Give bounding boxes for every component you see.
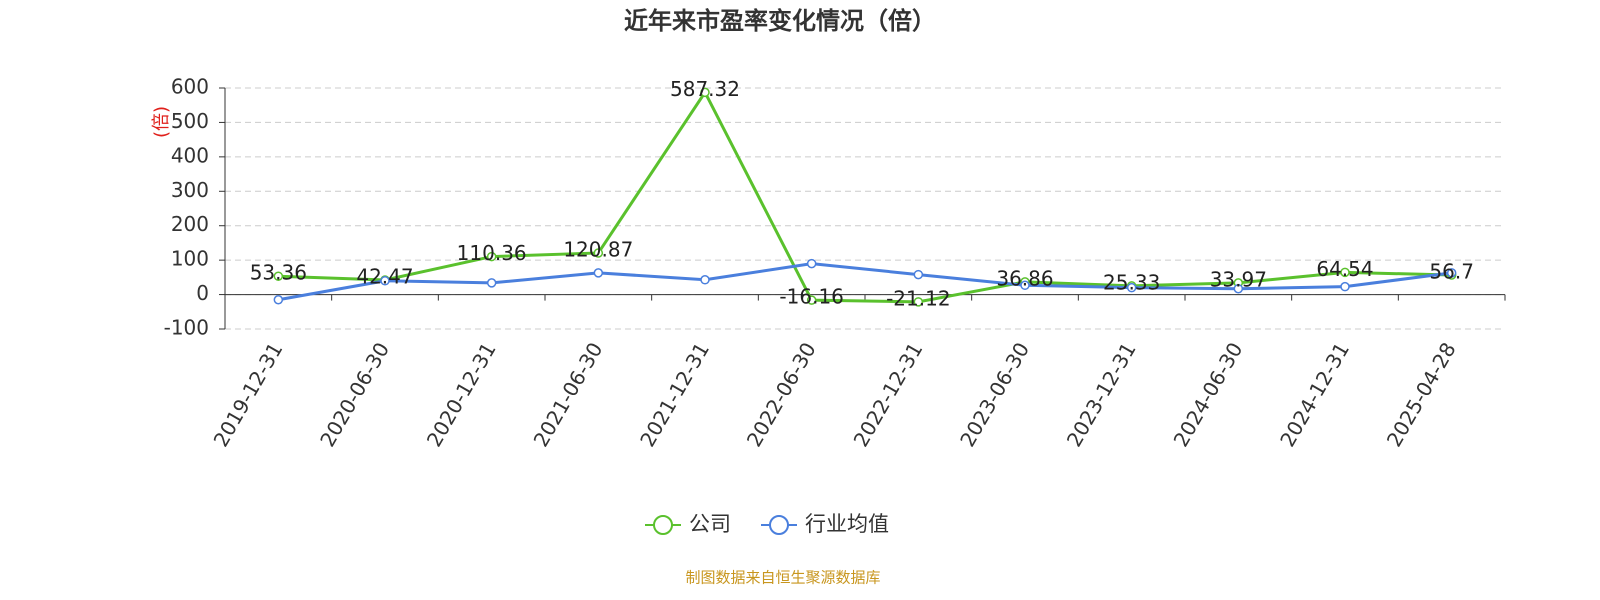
data-label: 53.36 [250,261,307,285]
legend-marker [653,515,673,535]
data-label: 120.87 [563,237,633,261]
series-line [278,262,1452,302]
y-tick-label: 600 [171,75,209,99]
data-point [700,275,710,285]
data-point [806,295,817,305]
data-point [806,258,817,269]
data-label: -16.16 [779,285,843,309]
data-point [913,269,924,280]
data-point [593,268,604,278]
data-point [486,251,497,262]
series-line [278,89,1452,304]
data-label: 25.33 [1103,270,1160,294]
x-tick-label: 2023-12-31 [1062,338,1141,451]
data-point [913,297,924,307]
data-label: 42.47 [356,264,413,288]
x-tick-label: 2021-12-31 [635,338,714,451]
x-tick-label: 2022-12-31 [849,338,928,451]
y-tick-label: 300 [171,178,209,202]
data-point [700,87,710,98]
y-axis-label: (倍) [151,106,172,138]
data-point [273,271,284,281]
y-tick-label: 100 [171,247,209,271]
y-tick-label: 500 [171,109,209,133]
y-tick-label: 200 [171,212,209,236]
legend-marker [769,515,789,535]
data-label: -21.12 [886,286,950,310]
x-tick-label: 2022-06-30 [742,338,821,451]
x-tick-label: 2021-06-30 [529,338,608,451]
legend-label: 行业均值 [805,512,889,536]
data-label: 33.97 [1210,267,1267,291]
y-tick-label: 400 [171,143,209,167]
data-label: 110.36 [457,241,527,265]
data-point [1126,282,1137,293]
data-point [1020,280,1030,291]
x-tick-label: 2025-04-28 [1382,338,1461,451]
x-tick-label: 2019-12-31 [209,338,288,451]
source-note: 制图数据来自恒生聚源数据库 [685,569,880,587]
data-point [1446,268,1457,278]
x-tick-label: 2020-12-31 [422,338,501,451]
x-tick-label: 2024-06-30 [1169,338,1248,451]
chart-title: 近年来市盈率变化情况（倍） [624,7,936,35]
data-label: 64.54 [1316,257,1373,281]
y-tick-label: -100 [164,316,209,340]
data-point [273,294,284,305]
data-label: 56.7 [1429,260,1474,284]
legend-label: 公司 [689,512,731,536]
x-tick-label: 2024-12-31 [1275,338,1354,451]
data-point [593,248,604,258]
x-tick-label: 2020-06-30 [315,338,394,451]
data-label: 587.32 [670,77,740,101]
y-tick-label: 0 [196,281,209,305]
x-tick-label: 2023-06-30 [955,338,1034,451]
data-point [1340,281,1350,292]
data-point [1340,267,1350,278]
data-point [486,278,497,288]
data-point [380,276,390,286]
data-label: 36.86 [996,266,1053,290]
data-point [1233,283,1244,294]
